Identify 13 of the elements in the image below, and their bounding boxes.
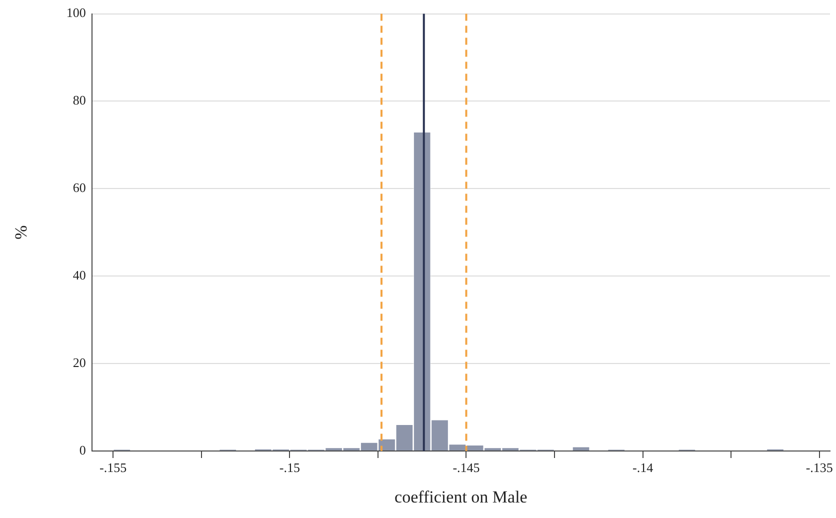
y-tick-label: 100 xyxy=(66,5,86,20)
x-tick-label: -.135 xyxy=(806,460,833,476)
x-tick-label: -.145 xyxy=(452,460,480,476)
y-tick-label: 80 xyxy=(72,92,86,108)
y-tick-label: 20 xyxy=(72,354,86,370)
x-tick-label: -.155 xyxy=(100,460,127,476)
x-tick-label: -.15 xyxy=(279,460,300,476)
y-axis-title: % xyxy=(12,225,31,240)
x-tick-label: -.14 xyxy=(632,460,654,476)
y-tick-label: 60 xyxy=(72,180,86,196)
y-tick-label: 40 xyxy=(72,268,86,283)
y-tick-label: 0 xyxy=(79,442,86,458)
x-axis-title: coefficient on Male xyxy=(394,487,528,506)
